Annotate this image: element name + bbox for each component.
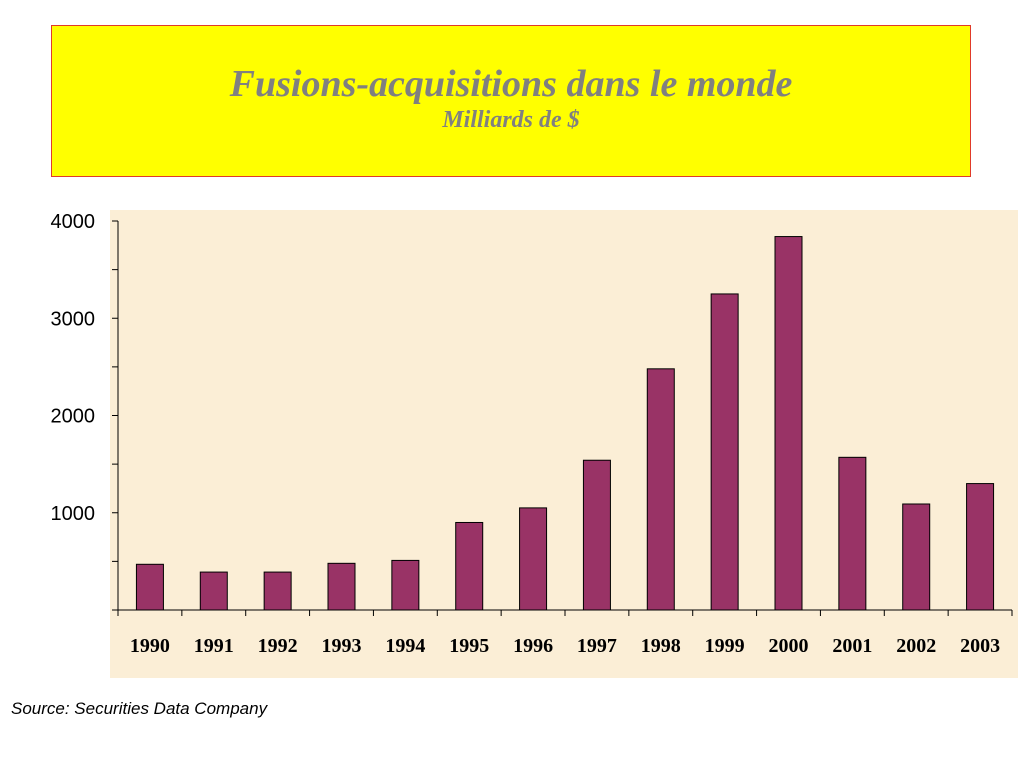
- chart-subtitle: Milliards de $: [442, 107, 580, 133]
- x-tick-label: 1998: [641, 635, 681, 657]
- plot-background: [110, 210, 1018, 678]
- x-tick-label: 1994: [385, 635, 425, 657]
- x-tick-labels: 1990 1991 1992 1993 1994 1995 1996 1997 1998 1999…: [130, 635, 1000, 657]
- y-tick-label: 4000: [51, 211, 96, 233]
- x-tick-label: 2001: [832, 635, 872, 657]
- bar-1998: [646, 368, 675, 611]
- y-tick-label: 1000: [51, 503, 96, 525]
- x-tick-label: 1993: [322, 635, 362, 657]
- y-tick-label: 3000: [51, 308, 96, 330]
- bar-2001: [838, 456, 867, 611]
- x-tick-label: 1997: [577, 635, 617, 657]
- bar-2002: [902, 503, 931, 611]
- x-tick-label: 1995: [449, 635, 489, 657]
- x-tick-label: 1990: [130, 635, 170, 657]
- bar-1995: [455, 521, 484, 611]
- bar-1994: [391, 559, 420, 611]
- bar-2003: [966, 483, 995, 611]
- x-tick-label: 2000: [769, 635, 809, 657]
- x-tick-label: 1991: [194, 635, 234, 657]
- bar-2000: [774, 236, 803, 611]
- title-box: Fusions-acquisitions dans le monde Milli…: [51, 25, 971, 177]
- bars: [135, 236, 995, 611]
- bar-1992: [263, 571, 292, 611]
- x-tick-label: 1996: [513, 635, 553, 657]
- bar-1997: [582, 459, 611, 611]
- source-note: Source: Securities Data Company: [11, 699, 268, 718]
- bar-1991: [199, 571, 228, 611]
- x-tick-label: 1992: [258, 635, 298, 657]
- bar-1999: [710, 293, 739, 611]
- chart-title: Fusions-acquisitions dans le monde: [229, 63, 793, 105]
- bar-1996: [519, 507, 548, 611]
- y-tick-labels: 1000 2000 3000 4000: [51, 211, 96, 525]
- axes: [112, 220, 1013, 616]
- x-tick-label: 1999: [705, 635, 745, 657]
- y-tick-label: 2000: [51, 406, 96, 428]
- bar-1993: [327, 562, 356, 611]
- x-tick-label: 2003: [960, 635, 1000, 657]
- x-tick-label: 2002: [896, 635, 936, 657]
- bar-1990: [135, 563, 164, 611]
